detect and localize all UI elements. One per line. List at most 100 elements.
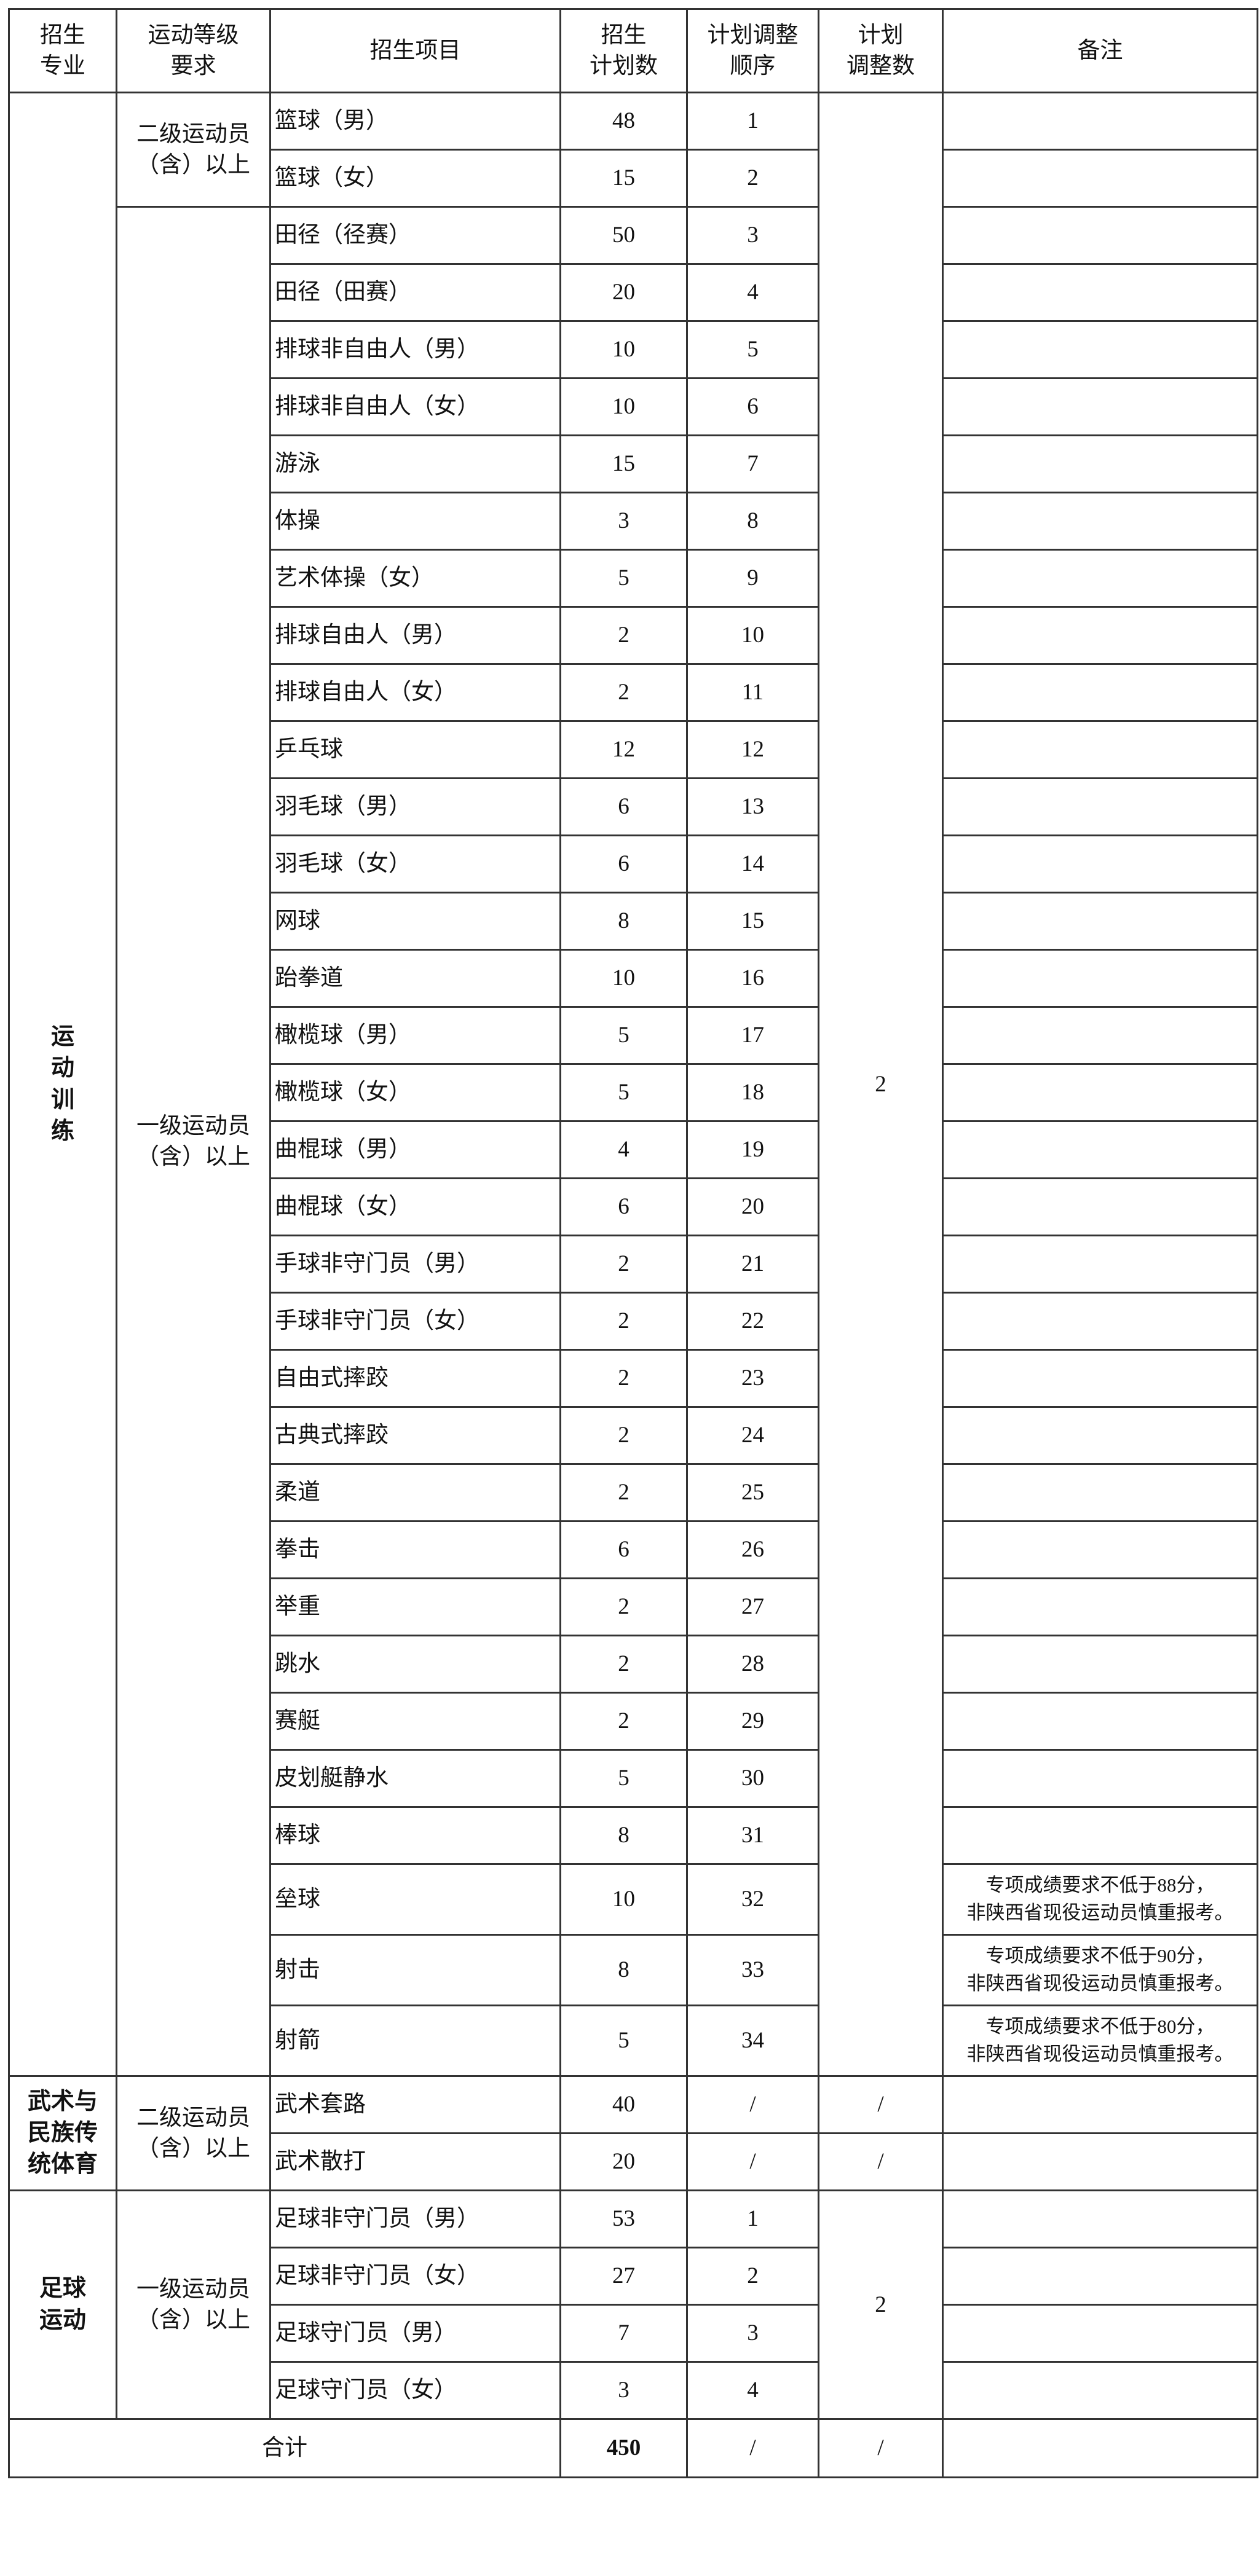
table-row: 一级运动员 （含）以上 田径（径赛） 50 3: [9, 206, 1258, 2077]
sport-item-cell: 游泳: [269, 434, 561, 493]
table-row: 拳击 6 26: [9, 1520, 1258, 1579]
note-line: 专项成绩要求不低于90分，: [985, 1945, 1215, 1967]
note-cell: [942, 1520, 1258, 1579]
sport-item-cell: 棒球: [269, 1806, 561, 1865]
table-row: 足球守门员（男） 7 3: [9, 2304, 1258, 2363]
table-row: 赛艇 2 29: [9, 1692, 1258, 1751]
note-line: 专项成绩要求不低于88分，: [985, 1874, 1215, 1896]
table-row: 举重 2 27: [9, 1577, 1258, 1636]
note-cell: [942, 377, 1258, 436]
major-cell: 足球 运动: [8, 2189, 117, 2420]
table-row: 篮球（女） 15 2: [9, 149, 1258, 208]
sport-item-cell: 自由式摔跤: [269, 1349, 561, 1408]
note-line: 非陕西省现役运动员慎重报考。: [966, 1902, 1234, 1923]
note-cell: [942, 1806, 1258, 1865]
sport-item-cell: 举重: [269, 1577, 561, 1636]
adjust-order-cell: 21: [686, 1235, 819, 1294]
note-cell: [942, 92, 1258, 151]
sport-item-cell: 柔道: [269, 1463, 561, 1522]
sport-item-cell: 羽毛球（女）: [269, 834, 561, 893]
header-row: 招生 专业 运动等级 要求 招生项目 招生 计划数 计划调整 顺序 计划 调整数…: [8, 8, 1258, 93]
plan-count-cell: 40: [559, 2075, 688, 2134]
sport-item-cell: 皮划艇静水: [269, 1749, 561, 1808]
note-cell: [942, 892, 1258, 951]
plan-count-cell: 10: [559, 320, 688, 379]
adjust-order-cell: 26: [686, 1520, 819, 1579]
adjust-count-cell: 2: [818, 2189, 944, 2420]
level-requirement-cell: 二级运动员 （含）以上: [116, 2075, 271, 2191]
table-row: 射击 8 33 专项成绩要求不低于90分， 非陕西省现役运动员慎重报考。: [9, 1934, 1258, 2006]
note-cell: [942, 720, 1258, 779]
adjust-order-cell: 34: [686, 2005, 819, 2077]
plan-count-cell: 8: [559, 1806, 688, 1865]
plan-count-cell: 4: [559, 1120, 688, 1179]
adjust-order-cell: 24: [686, 1406, 819, 1465]
table-row: 古典式摔跤 2 24: [9, 1406, 1258, 1465]
sport-item-cell: 赛艇: [269, 1692, 561, 1751]
adjust-order-cell: 1: [686, 92, 819, 151]
plan-count-cell: 8: [559, 1934, 688, 2006]
note-line: 专项成绩要求不低于80分，: [985, 2016, 1215, 2038]
sport-item-cell: 足球非守门员（男）: [269, 2189, 561, 2248]
note-cell: [942, 1120, 1258, 1179]
adjust-order-cell: 19: [686, 1120, 819, 1179]
plan-count-cell: 6: [559, 834, 688, 893]
sport-item-cell: 曲棍球（女）: [269, 1177, 561, 1236]
adjust-order-cell: 9: [686, 549, 819, 608]
table-row: 武术散打 20//: [9, 2132, 1258, 2191]
table-row: 射箭 5 34 专项成绩要求不低于80分， 非陕西省现役运动员慎重报考。: [9, 2005, 1258, 2077]
adjust-order-cell: 15: [686, 892, 819, 951]
sport-item-cell: 田径（径赛）: [269, 206, 561, 265]
total-plan: 450: [559, 2418, 688, 2478]
plan-count-cell: 2: [559, 1692, 688, 1751]
sport-item-cell: 垒球: [269, 1863, 561, 1936]
table-row: 羽毛球（男） 6 13: [9, 777, 1258, 836]
sport-item-cell: 排球非自由人（男）: [269, 320, 561, 379]
note-cell: [942, 2075, 1258, 2134]
plan-count-cell: 50: [559, 206, 688, 265]
note-cell: [942, 1635, 1258, 1694]
note-cell: [942, 1292, 1258, 1351]
note-cell: [942, 2361, 1258, 2420]
level-requirement-cell: 二级运动员 （含）以上: [116, 92, 271, 208]
level-requirement-cell: 一级运动员 （含）以上: [116, 2189, 271, 2420]
note-cell: [942, 2304, 1258, 2363]
sport-item-cell: 排球自由人（女）: [269, 663, 561, 722]
adjust-order-cell: 14: [686, 834, 819, 893]
note-cell: [942, 1406, 1258, 1465]
plan-count-cell: 2: [559, 1635, 688, 1694]
sport-item-cell: 射箭: [269, 2005, 561, 2077]
total-note: [942, 2418, 1258, 2478]
note-cell: [942, 434, 1258, 493]
plan-count-cell: 5: [559, 1006, 688, 1065]
table-row: 羽毛球（女） 6 14: [9, 834, 1258, 893]
plan-count-cell: 10: [559, 949, 688, 1008]
sport-item-cell: 手球非守门员（男）: [269, 1235, 561, 1294]
note-cell: [942, 1177, 1258, 1236]
plan-count-cell: 5: [559, 1063, 688, 1122]
adjust-order-cell: /: [686, 2132, 819, 2191]
plan-count-cell: 2: [559, 1349, 688, 1408]
note-cell: 专项成绩要求不低于90分， 非陕西省现役运动员慎重报考。: [942, 1934, 1258, 2006]
table-row: 田径（田赛） 20 4: [9, 263, 1258, 322]
sport-item-cell: 艺术体操（女）: [269, 549, 561, 608]
adjust-order-cell: 2: [686, 2247, 819, 2306]
sport-item-cell: 橄榄球（男）: [269, 1006, 561, 1065]
major-cell: 运 动 训 练: [8, 92, 117, 2077]
plan-count-cell: 3: [559, 492, 688, 551]
sport-item-cell: 跳水: [269, 1635, 561, 1694]
sport-item-cell: 古典式摔跤: [269, 1406, 561, 1465]
sport-item-cell: 射击: [269, 1934, 561, 2006]
adjust-order-cell: 22: [686, 1292, 819, 1351]
plan-count-cell: 2: [559, 606, 688, 665]
table-row: 手球非守门员（女） 2 22: [9, 1292, 1258, 1351]
adjust-order-cell: 8: [686, 492, 819, 551]
sport-item-cell: 乒乓球: [269, 720, 561, 779]
note-cell: [942, 263, 1258, 322]
sport-item-cell: 曲棍球（男）: [269, 1120, 561, 1179]
sport-item-cell: 足球守门员（男）: [269, 2304, 561, 2363]
sport-item-cell: 拳击: [269, 1520, 561, 1579]
sport-item-cell: 羽毛球（男）: [269, 777, 561, 836]
sport-item-cell: 排球非自由人（女）: [269, 377, 561, 436]
note-cell: [942, 149, 1258, 208]
